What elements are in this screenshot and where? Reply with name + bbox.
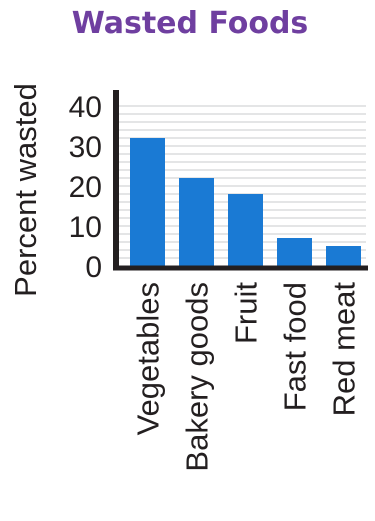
x-category-label: Vegetables <box>131 282 166 435</box>
y-axis-label: Percent wasted <box>8 83 43 297</box>
bar-bakery-goods <box>179 178 214 266</box>
x-category-label: Fruit <box>229 282 264 344</box>
y-tick-label: 40 <box>69 91 102 124</box>
bar-fast-food <box>277 238 312 266</box>
y-tick-label: 30 <box>69 131 102 164</box>
y-tick-label: 10 <box>69 211 102 244</box>
y-tick-label: 20 <box>69 171 102 204</box>
x-category-label: Red meat <box>327 282 362 417</box>
chart-title: Wasted Foods <box>72 6 309 41</box>
bar-fruit <box>228 194 263 266</box>
x-category-label: Bakery goods <box>180 282 215 472</box>
bar-vegetables <box>130 138 165 266</box>
bars <box>130 138 361 266</box>
x-category-labels: Vegetables Bakery goods Fruit Fast food Red … <box>131 282 362 472</box>
y-tick-labels: 0 10 20 30 40 <box>69 91 102 284</box>
bar-red-meat <box>326 246 361 266</box>
x-category-label: Fast food <box>278 282 313 411</box>
y-tick-label: 0 <box>85 251 102 284</box>
